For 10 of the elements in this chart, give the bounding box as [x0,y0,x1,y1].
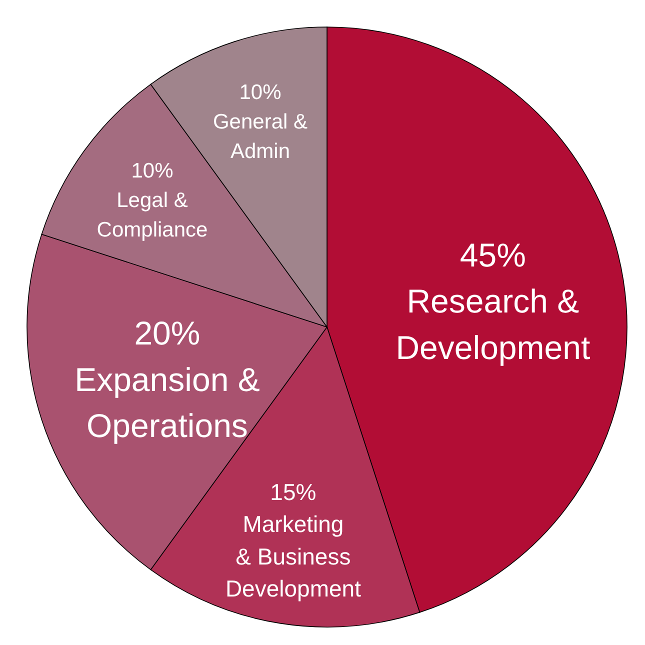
data-label: 10% [131,159,174,182]
slice-label: Legal & Compliance [96,188,208,241]
data-label: 10% [239,80,282,104]
data-label: 20% [134,314,200,352]
slice-label: Research & Development [396,282,590,366]
data-label: 15% [270,479,316,506]
slice-label: Marketing & Business Development [225,511,362,602]
data-label: 45% [460,236,526,274]
slice-label: General & Admin [212,110,308,162]
slice-label: Expansion & Operations [74,360,260,444]
